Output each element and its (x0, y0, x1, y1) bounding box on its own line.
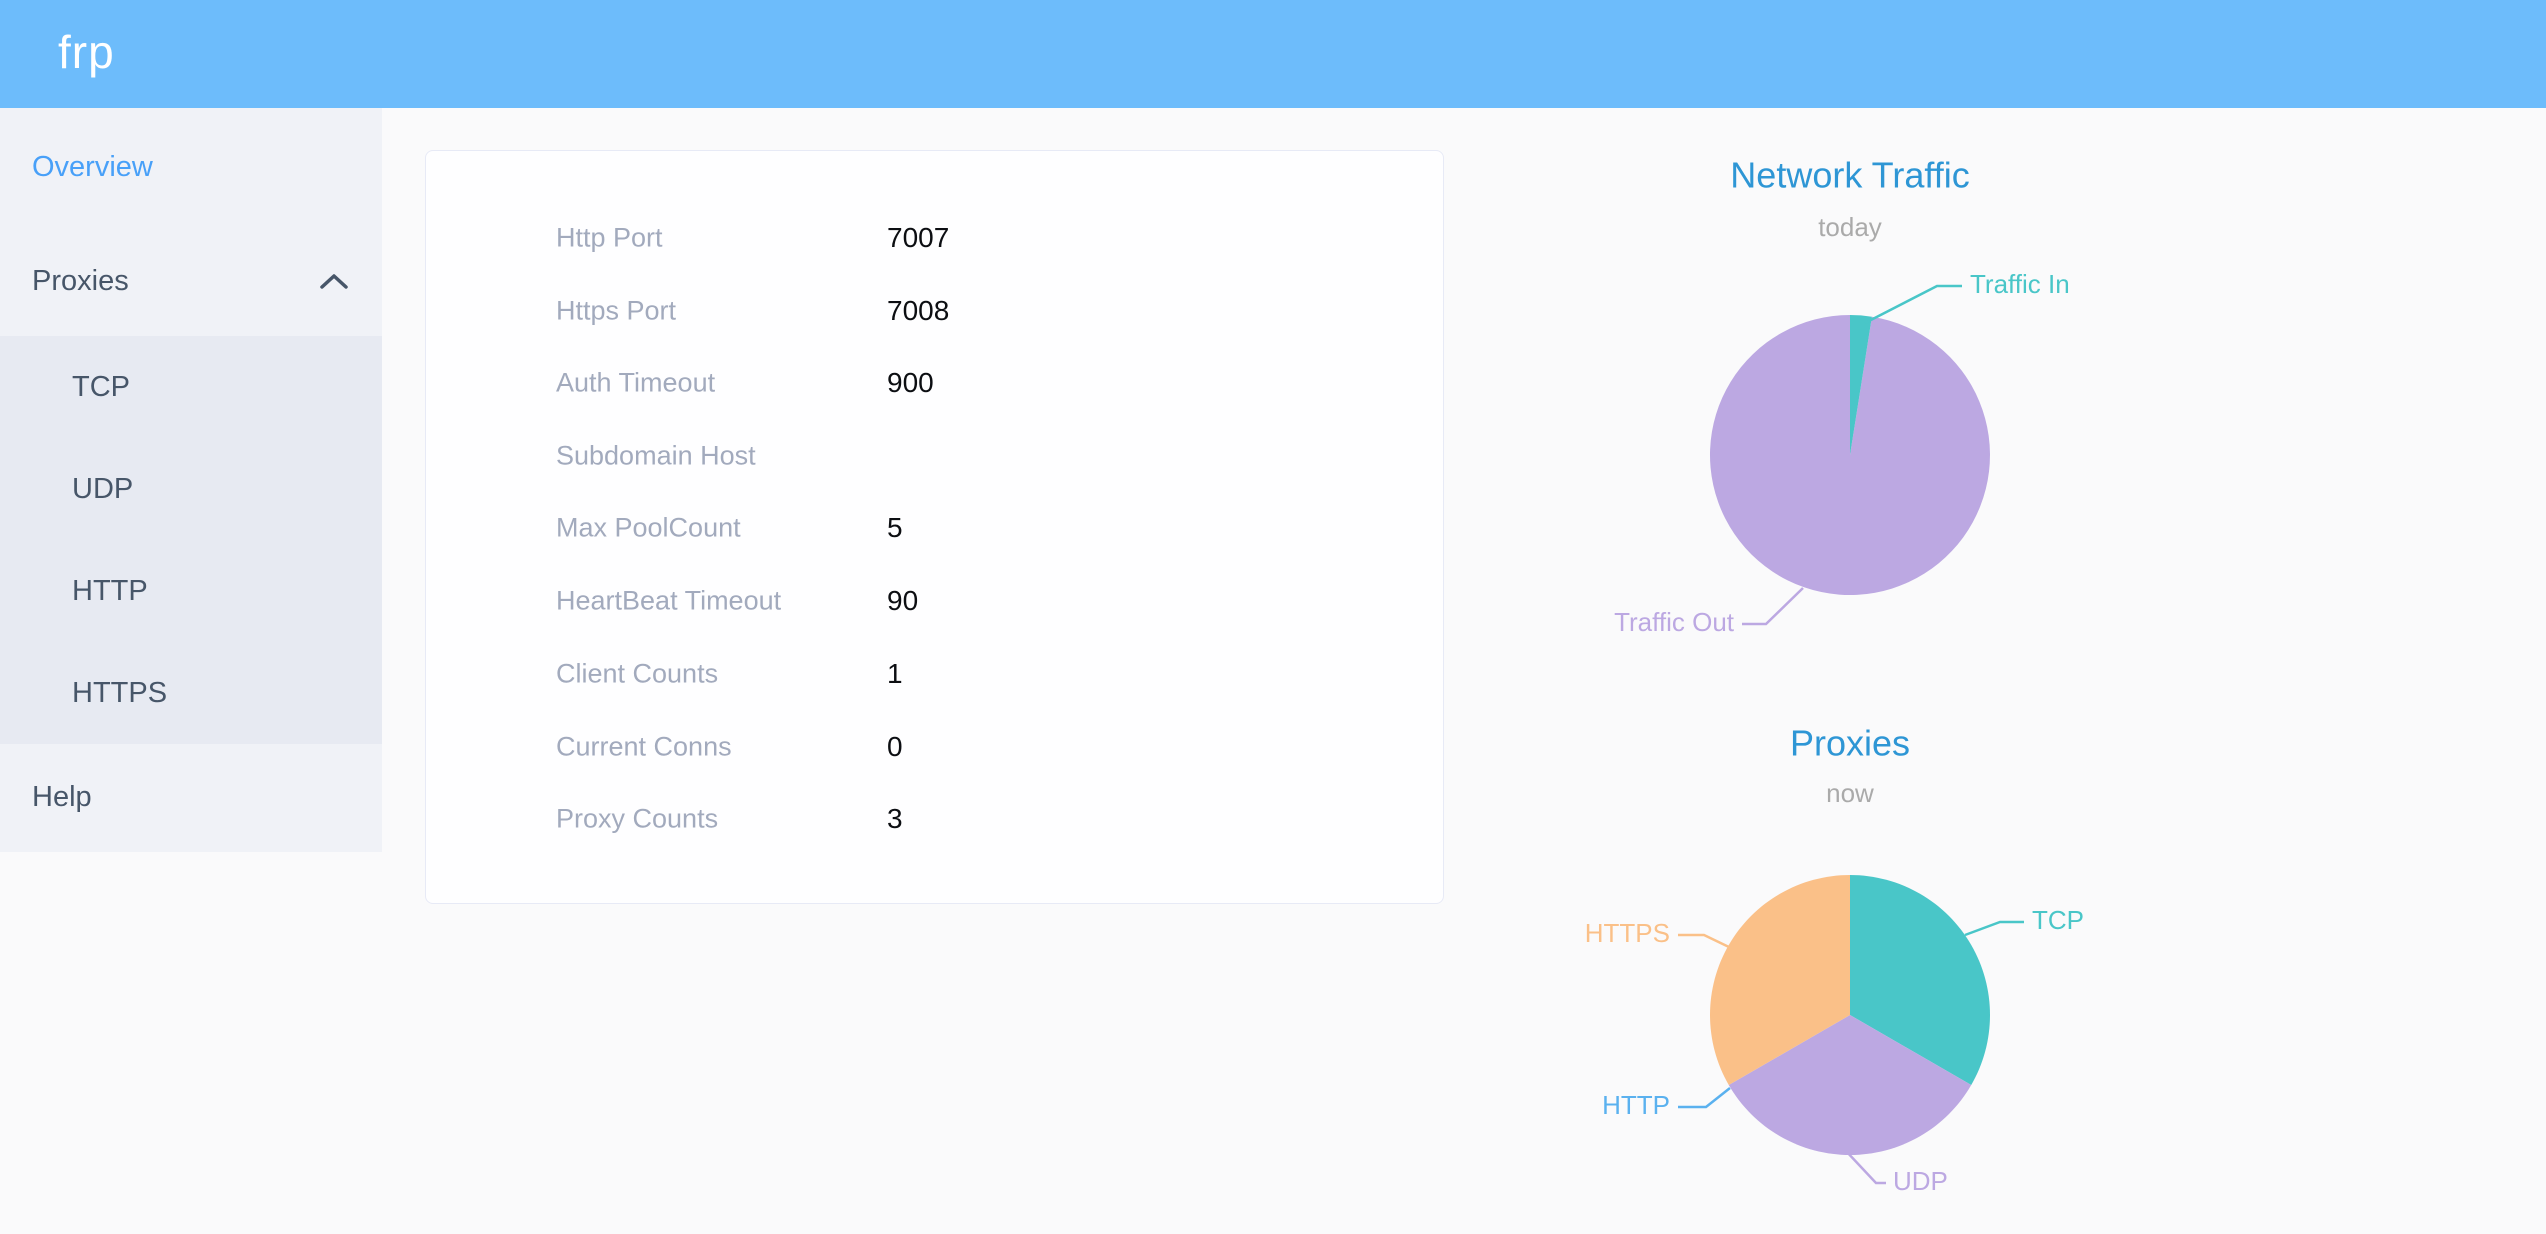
tcp-leader-line (1964, 920, 2024, 937)
sidebar-submenu: TCP UDP HTTP HTTPS (0, 336, 382, 744)
sidebar-item-label: UDP (72, 472, 134, 505)
config-value: 3 (887, 803, 903, 834)
config-label: Proxy Counts (556, 803, 719, 834)
chart-subtitle: today (1818, 212, 1882, 242)
sidebar-item-https[interactable]: HTTPS (0, 642, 382, 744)
config-value: 5 (887, 512, 903, 543)
udp-leader-line (1845, 1150, 1886, 1185)
config-row: Http Port 7007 (426, 218, 1443, 258)
config-label: Current Conns (556, 731, 732, 762)
pie-label-https: HTTPS (1585, 918, 1670, 948)
traffic-in-leader-line (1864, 284, 1962, 325)
config-row: Https Port 7008 (426, 291, 1443, 331)
sidebar-item-label: TCP (72, 370, 130, 403)
pie-slice-https[interactable] (1710, 875, 1850, 1085)
config-label: Https Port (556, 295, 677, 326)
pie-label-http: HTTP (1602, 1090, 1670, 1120)
traffic-out-leader-line (1742, 587, 1804, 626)
sidebar-item-label: HTTPS (72, 676, 168, 709)
config-row: Auth Timeout 900 (426, 363, 1443, 403)
pie-label-traffic-out: Traffic Out (1614, 607, 1735, 637)
sidebar-item-overview[interactable]: Overview (0, 116, 382, 218)
config-value: 0 (887, 731, 903, 762)
sidebar-item-tcp[interactable]: TCP (0, 336, 382, 438)
config-row: Subdomain Host (426, 436, 1443, 476)
sidebar-item-label: HTTP (72, 574, 148, 607)
pie-slice-traffic-out[interactable] (1709, 315, 1990, 595)
pie-label-tcp: TCP (2032, 905, 2084, 935)
config-label: Auth Timeout (556, 367, 716, 398)
config-label: Client Counts (556, 658, 719, 689)
sidebar-item-http[interactable]: HTTP (0, 540, 382, 642)
sidebar-item-label: Proxies (32, 264, 129, 297)
config-value: 7007 (887, 222, 950, 253)
sidebar-nav: Overview Proxies TCP UDP HTTP HTTPS Help (0, 108, 382, 852)
config-label: HeartBeat Timeout (556, 585, 782, 616)
network-traffic-chart: Network Traffic today Traffic In Traffic… (1500, 130, 2200, 690)
config-label: Max PoolCount (556, 512, 741, 543)
config-value: 90 (887, 585, 919, 616)
chevron-up-icon (320, 274, 348, 289)
config-value: 900 (887, 367, 934, 398)
config-row: Proxy Counts 3 (426, 799, 1443, 839)
sidebar-item-help[interactable]: Help (0, 746, 382, 848)
config-row: Max PoolCount 5 (426, 508, 1443, 548)
config-label: Subdomain Host (556, 440, 756, 471)
sidebar-item-udp[interactable]: UDP (0, 438, 382, 540)
config-row: Current Conns 0 (426, 727, 1443, 767)
config-value: 7008 (887, 295, 950, 326)
pie-slice-tcp[interactable] (1850, 875, 1990, 1085)
app-logo: frp (58, 25, 115, 78)
proxies-chart: Proxies now TCP HTTPS HTTP UDP (1500, 690, 2200, 1234)
pie-label-traffic-in: Traffic In (1970, 269, 2070, 299)
chart-title: Network Traffic (1730, 155, 1969, 196)
chart-title: Proxies (1790, 723, 1910, 764)
app-header: frp (0, 0, 2546, 108)
sidebar-item-label: Overview (32, 150, 153, 183)
https-leader-line (1678, 933, 1732, 950)
sidebar-item-label: Help (32, 780, 92, 813)
config-value: 1 (887, 658, 903, 689)
pie-slice-udp[interactable] (1728, 1015, 1972, 1155)
sidebar-item-proxies[interactable]: Proxies (0, 230, 382, 332)
chart-subtitle: now (1826, 778, 1874, 808)
overview-card: Http Port 7007 Https Port 7008 Auth Time… (425, 150, 1444, 904)
pie-slice-traffic-in[interactable] (1850, 315, 1872, 455)
pie-label-udp: UDP (1893, 1166, 1948, 1196)
http-leader-line (1678, 1087, 1731, 1109)
config-row: Client Counts 1 (426, 654, 1443, 694)
config-row: HeartBeat Timeout 90 (426, 581, 1443, 621)
config-label: Http Port (556, 222, 663, 253)
